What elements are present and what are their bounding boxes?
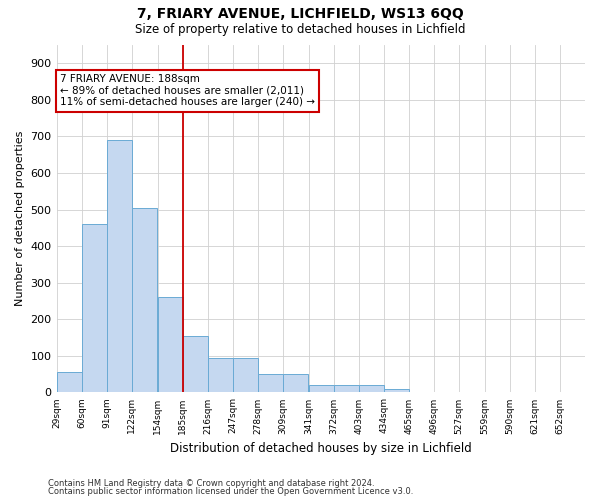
Bar	[56, 372, 82, 392]
Bar	[233, 358, 258, 392]
Bar	[131, 208, 157, 392]
Bar	[384, 389, 409, 392]
Bar	[82, 224, 107, 392]
Text: 7, FRIARY AVENUE, LICHFIELD, WS13 6QQ: 7, FRIARY AVENUE, LICHFIELD, WS13 6QQ	[137, 8, 463, 22]
Bar	[107, 140, 131, 392]
Y-axis label: Number of detached properties: Number of detached properties	[15, 131, 25, 306]
Text: Size of property relative to detached houses in Lichfield: Size of property relative to detached ho…	[135, 22, 465, 36]
Bar	[308, 385, 334, 392]
Text: Contains HM Land Registry data © Crown copyright and database right 2024.: Contains HM Land Registry data © Crown c…	[48, 478, 374, 488]
Bar	[258, 374, 283, 392]
Bar	[158, 298, 182, 392]
Bar	[182, 336, 208, 392]
Bar	[283, 374, 308, 392]
Text: 7 FRIARY AVENUE: 188sqm
← 89% of detached houses are smaller (2,011)
11% of semi: 7 FRIARY AVENUE: 188sqm ← 89% of detache…	[60, 74, 315, 108]
Text: Contains public sector information licensed under the Open Government Licence v3: Contains public sector information licen…	[48, 487, 413, 496]
Bar	[359, 385, 384, 392]
X-axis label: Distribution of detached houses by size in Lichfield: Distribution of detached houses by size …	[170, 442, 472, 455]
Bar	[334, 385, 359, 392]
Bar	[208, 358, 233, 392]
